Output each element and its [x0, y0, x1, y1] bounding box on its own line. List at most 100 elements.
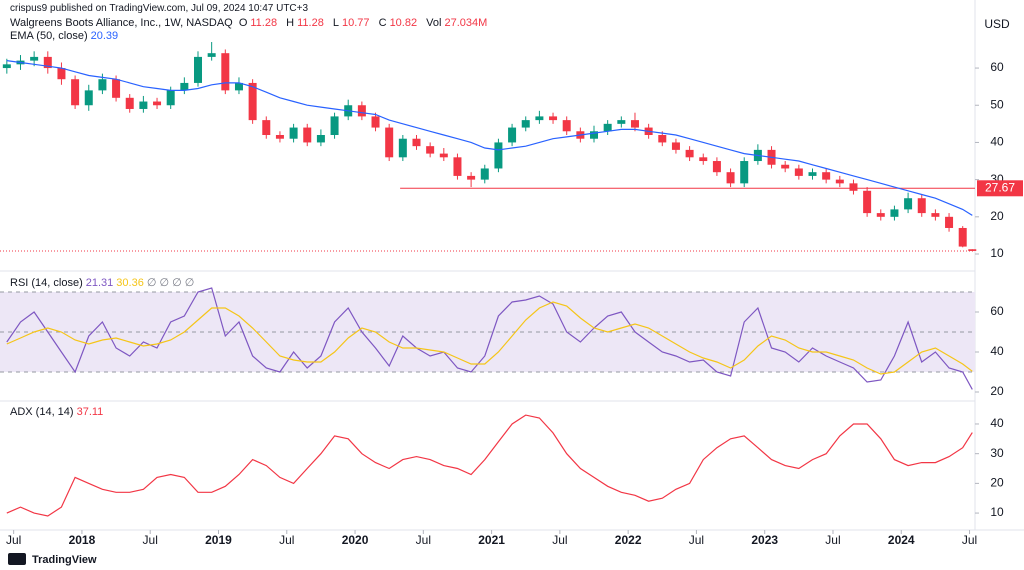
- value: 21.31: [85, 277, 114, 289]
- candle-body: [658, 135, 667, 143]
- candle-body: [630, 120, 639, 128]
- x-tick-label: Jul: [962, 533, 977, 547]
- ohlc: H 11.28: [286, 17, 327, 29]
- candle-body: [590, 131, 599, 139]
- candle-body: [207, 53, 216, 57]
- x-tick-label: Jul: [416, 533, 431, 547]
- candle-body: [289, 127, 298, 139]
- label: O: [238, 17, 248, 29]
- ohlc: C 10.82: [379, 17, 420, 29]
- x-tick-label: 2021: [478, 533, 505, 547]
- candle-body: [2, 64, 11, 69]
- candle-body: [426, 146, 435, 154]
- legend: Walgreens Boots Alliance, Inc., 1W, NASD…: [10, 17, 493, 29]
- candle-body: [521, 120, 530, 128]
- candle-body: [958, 227, 967, 247]
- candle-body: [968, 249, 977, 251]
- candle-body: [822, 172, 831, 180]
- line-series: [6, 60, 973, 216]
- candle-body: [603, 123, 612, 132]
- candle-body: [917, 198, 926, 214]
- value: 20.39: [90, 30, 119, 42]
- y-tick-label: 50: [990, 97, 1004, 111]
- candle-body: [221, 53, 230, 91]
- candle-body: [275, 135, 284, 139]
- line-series: [6, 301, 973, 375]
- y-axis-label: USD: [984, 17, 1010, 31]
- candle-body: [535, 116, 544, 121]
- candle-body: [166, 90, 175, 106]
- candle-body: [371, 116, 380, 128]
- x-tick-label: Jul: [552, 533, 567, 547]
- ohlc: L 10.77: [333, 17, 373, 29]
- candle-body: [945, 216, 954, 228]
- candle-body: [712, 161, 721, 173]
- ema-legend: EMA (50, close) 20.39: [10, 30, 121, 42]
- x-tick-label: Jul: [689, 533, 704, 547]
- candle-body: [562, 120, 571, 132]
- label: C: [378, 17, 387, 29]
- label: H: [286, 17, 295, 29]
- label: L: [332, 17, 340, 29]
- candle-body: [549, 116, 558, 121]
- candle-body: [781, 164, 790, 169]
- candle-body: [357, 105, 366, 117]
- x-tick-label: 2023: [751, 533, 778, 547]
- ohlc: O 11.28: [239, 17, 280, 29]
- candle-body: [125, 97, 134, 109]
- value: 10.82: [389, 17, 418, 29]
- x-tick-label: 2020: [342, 533, 369, 547]
- candle-body: [904, 198, 913, 210]
- price-label: 27.67: [985, 180, 1015, 194]
- candle-body: [453, 157, 462, 176]
- candle-body: [139, 101, 148, 109]
- x-tick-label: Jul: [143, 533, 158, 547]
- candle-body: [112, 79, 121, 98]
- candle-body: [248, 82, 257, 121]
- candle-body: [808, 172, 817, 176]
- x-tick-label: 2022: [615, 533, 642, 547]
- ohlc: Vol 27.034M: [426, 17, 490, 29]
- candle-body: [890, 209, 899, 217]
- candle-body: [316, 135, 325, 143]
- value: 30.36: [116, 277, 144, 289]
- candle-body: [385, 127, 394, 158]
- candle-body: [194, 56, 203, 83]
- brand-logo: [8, 553, 26, 565]
- candle-body: [617, 120, 626, 124]
- x-tick-label: 2024: [888, 533, 915, 547]
- candle-body: [863, 190, 872, 214]
- candle-body: [671, 142, 680, 150]
- candle-body: [330, 116, 339, 135]
- candle-body: [412, 138, 421, 147]
- candle-body: [726, 172, 735, 184]
- y-tick-label: 60: [990, 304, 1004, 318]
- x-tick-label: Jul: [825, 533, 840, 547]
- candle-body: [835, 179, 844, 184]
- value: 11.28: [250, 17, 278, 29]
- candle-body: [740, 161, 749, 184]
- candle-body: [71, 79, 80, 106]
- y-tick-label: 10: [990, 246, 1004, 260]
- value: 10.77: [342, 17, 370, 29]
- x-tick-label: 2018: [69, 533, 96, 547]
- candle-body: [398, 138, 407, 158]
- candle-body: [685, 149, 694, 158]
- candle-body: [98, 79, 107, 91]
- adx-legend: ADX (14, 14) 37.11: [10, 406, 106, 418]
- published: crispus9 published on TradingView.com, J…: [10, 3, 309, 14]
- y-tick-label: 20: [990, 476, 1004, 490]
- brand: TradingView: [32, 554, 97, 566]
- x-tick-label: Jul: [279, 533, 294, 547]
- x-tick-label: 2019: [205, 533, 232, 547]
- candle-body: [153, 101, 162, 106]
- candle-body: [84, 90, 93, 106]
- candle-body: [234, 82, 243, 91]
- candle-body: [508, 127, 517, 143]
- price-label-box: [977, 180, 1023, 197]
- candle-body: [180, 82, 189, 91]
- candle-body: [467, 175, 476, 180]
- label: Vol: [426, 17, 442, 29]
- candle-body: [494, 142, 503, 169]
